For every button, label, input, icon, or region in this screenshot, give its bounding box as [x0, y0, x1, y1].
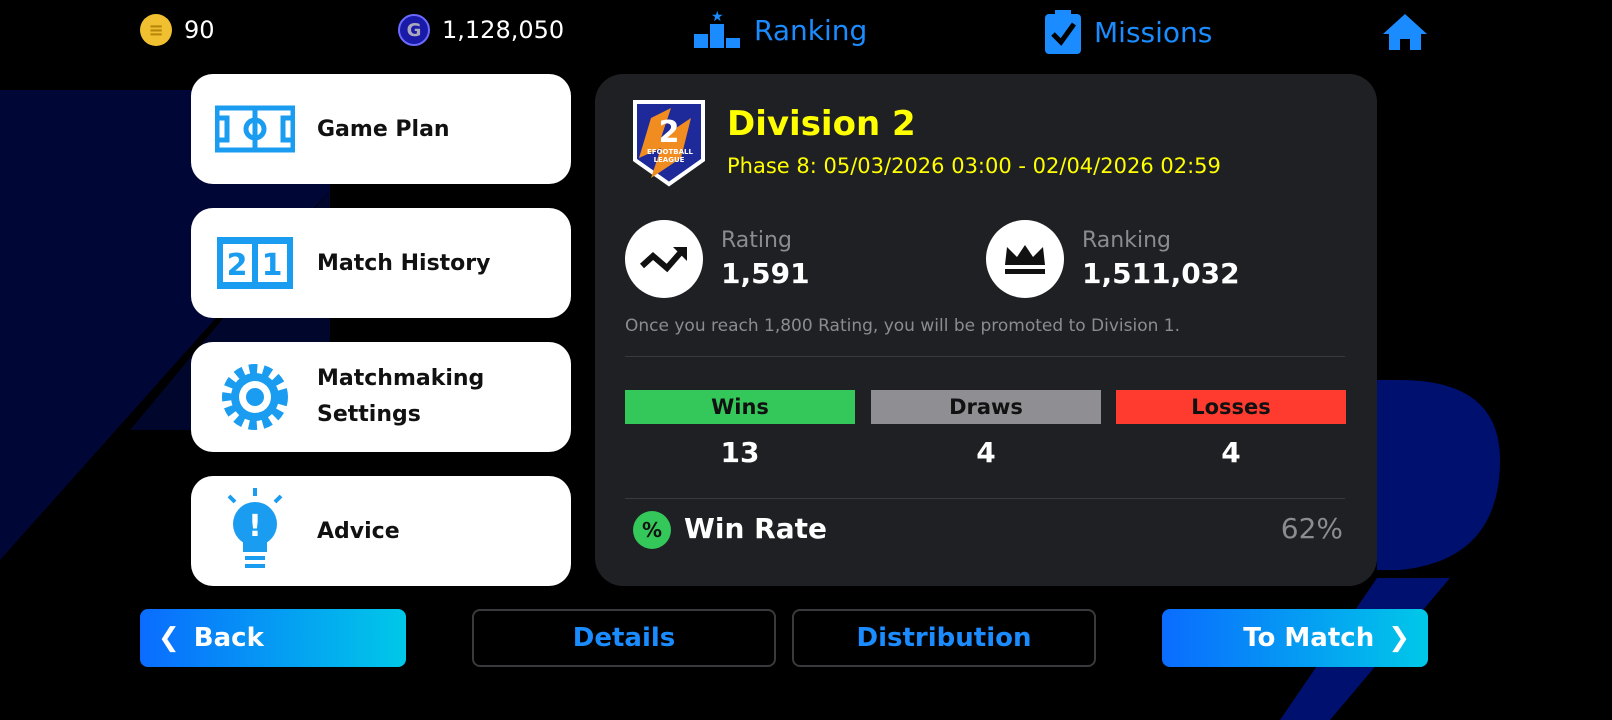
svg-text:!: !: [248, 509, 262, 544]
svg-text:1: 1: [262, 248, 283, 283]
crown-icon: [986, 220, 1064, 298]
clipboard-check-icon: [1045, 10, 1081, 54]
wins-header: Wins: [625, 390, 855, 424]
back-label: Back: [193, 623, 264, 653]
lightbulb-icon: !: [215, 488, 295, 571]
distribution-button[interactable]: Distribution: [792, 609, 1096, 667]
podium-icon: ★: [694, 10, 740, 48]
advice-button[interactable]: ! Advice: [191, 476, 571, 586]
coins-counter: ≡ 90: [140, 14, 215, 46]
game-plan-icon: [215, 89, 295, 169]
rating-stat: Rating 1,591: [625, 220, 810, 298]
missions-link[interactable]: Missions: [1044, 10, 1212, 54]
trend-up-icon: [625, 220, 703, 298]
losses-header: Losses: [1116, 390, 1346, 424]
ranking-label: Ranking: [754, 13, 868, 47]
ranking-link[interactable]: ★ Ranking: [694, 10, 867, 50]
losses-count: 4: [1221, 436, 1241, 469]
svg-text:2: 2: [659, 115, 680, 150]
matchmaking-settings-button[interactable]: Matchmaking Settings: [191, 342, 571, 452]
gear-icon: [215, 357, 295, 437]
phase-dates: Phase 8: 05/03/2026 03:00 - 02/04/2026 0…: [727, 154, 1221, 178]
missions-label: Missions: [1094, 15, 1213, 49]
to-match-label: To Match: [1243, 623, 1375, 653]
details-button[interactable]: Details: [472, 609, 776, 667]
wins-count: 13: [720, 436, 760, 469]
matchmaking-settings-label: Matchmaking Settings: [317, 366, 485, 427]
ranking-value: 1,511,032: [1082, 257, 1240, 290]
divider: [625, 498, 1345, 499]
ranking-stat: Ranking 1,511,032: [986, 220, 1240, 298]
gp-icon: G: [398, 14, 430, 46]
match-history-label: Match History: [317, 250, 491, 276]
to-match-button[interactable]: To Match ❯: [1162, 609, 1428, 667]
game-plan-button[interactable]: Game Plan: [191, 74, 571, 184]
divider: [625, 356, 1345, 357]
game-plan-label: Game Plan: [317, 116, 450, 142]
chevron-right-icon: ❯: [1388, 623, 1410, 653]
promotion-note: Once you reach 1,800 Rating, you will be…: [625, 316, 1181, 336]
ranking-stat-label: Ranking: [1082, 228, 1171, 253]
win-rate-label: Win Rate: [684, 512, 827, 545]
draws-header: Draws: [871, 390, 1101, 424]
coins-value: 90: [184, 16, 215, 44]
svg-text:2: 2: [227, 248, 248, 283]
home-button[interactable]: [1382, 12, 1428, 56]
chevron-left-icon: ❮: [158, 623, 180, 653]
rating-label: Rating: [721, 228, 792, 253]
efootball-coin-icon: ≡: [140, 14, 172, 46]
draws-count: 4: [976, 436, 996, 469]
division-badge-text: EFOOTBALL LEAGUE: [647, 148, 693, 164]
back-button[interactable]: ❮ Back: [140, 609, 406, 667]
percent-icon: %: [633, 511, 671, 549]
win-rate-value: 62%: [1280, 512, 1343, 545]
home-icon: [1383, 14, 1427, 50]
division-panel: 2 EFOOTBALL LEAGUE Division 2 Phase 8: 0…: [595, 74, 1377, 586]
gp-counter: G 1,128,050: [398, 14, 564, 46]
rating-value: 1,591: [721, 257, 810, 290]
division-badge: 2: [633, 100, 705, 187]
division-title: Division 2: [727, 104, 916, 144]
svg-text:★: ★: [711, 10, 724, 25]
advice-label: Advice: [317, 518, 400, 544]
gp-value: 1,128,050: [442, 16, 565, 44]
